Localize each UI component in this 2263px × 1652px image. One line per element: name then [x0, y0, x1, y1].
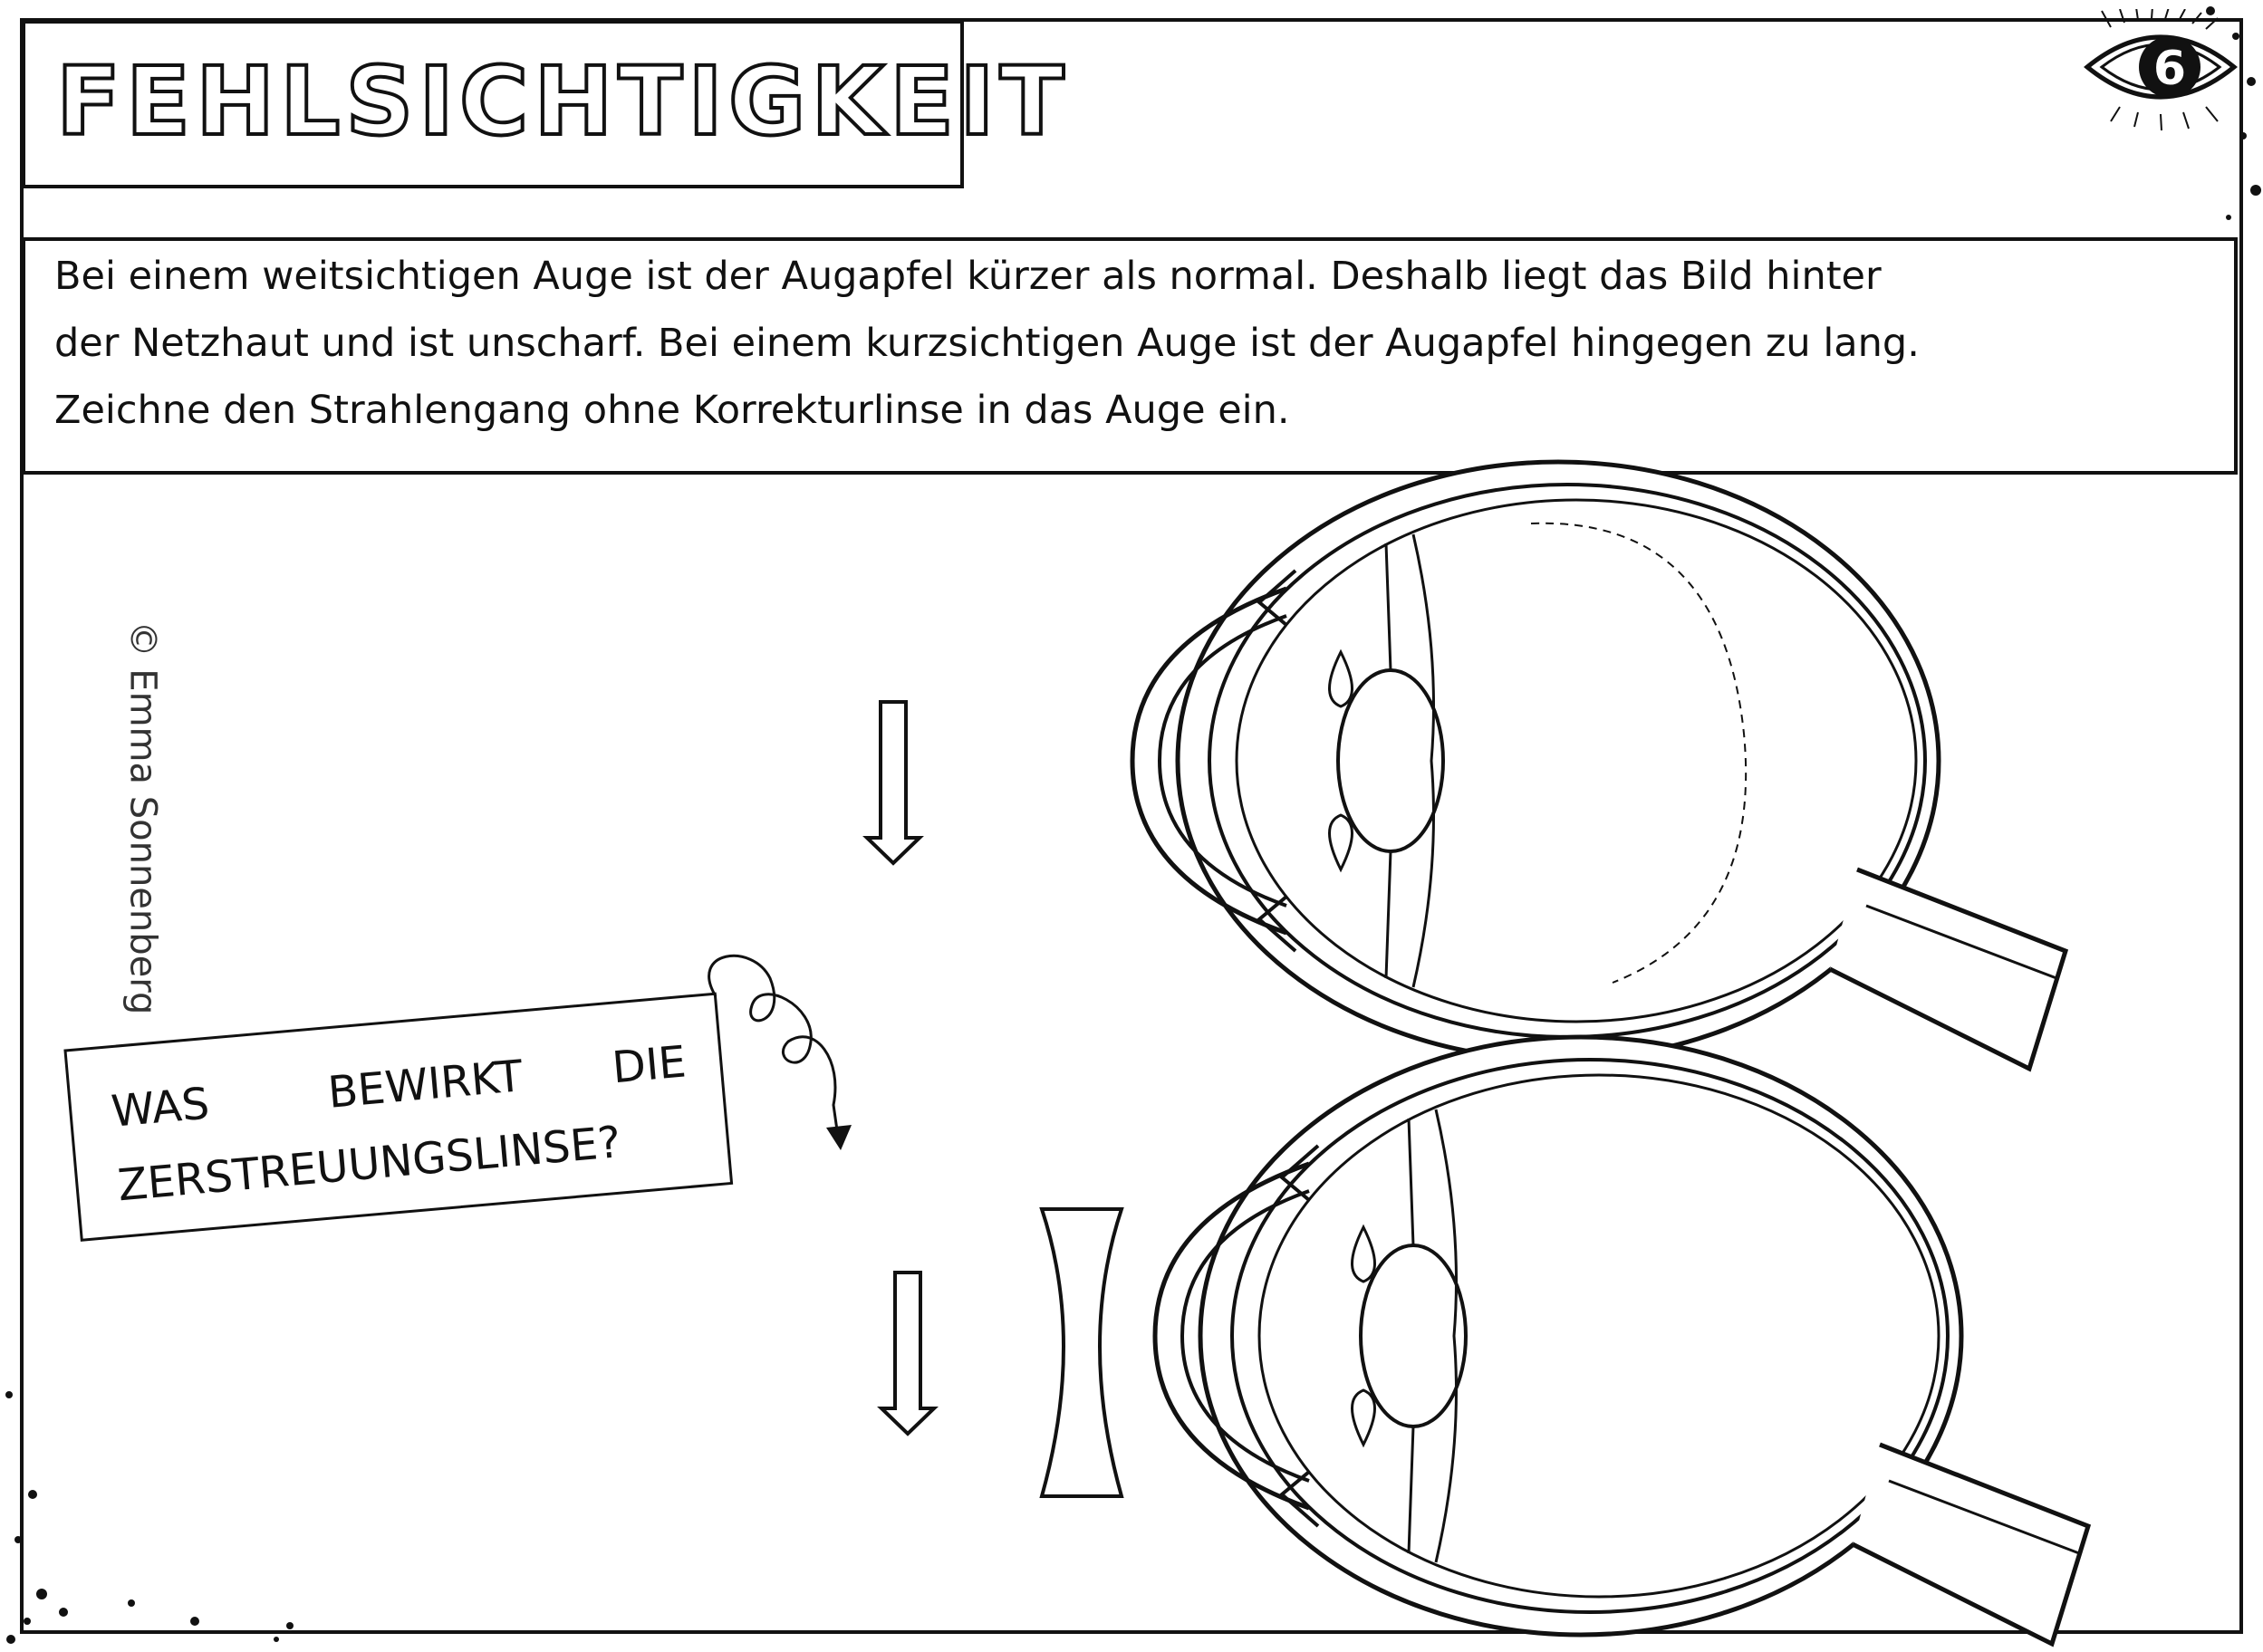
page-title: FEHLSICHTIGKEIT	[54, 46, 1070, 157]
eyeball-lower-icon	[1155, 1037, 2088, 1644]
curly-pointer-arrow-icon	[708, 954, 840, 1138]
eyeball-upper-icon	[1132, 462, 2066, 1069]
concave-lens-icon	[1039, 1207, 1124, 1498]
task-line-1: Bei einem weitsichtigen Auge ist der Aug…	[54, 254, 1882, 299]
eye-badge-icon: 6	[2084, 9, 2238, 131]
task-box: Bei einem weitsichtigen Auge ist der Aug…	[22, 237, 2238, 475]
curly-pointer-head-icon	[826, 1125, 852, 1150]
question-note: WAS BEWIRKT DIE ZERSTREUUNGSLINSE?	[63, 992, 734, 1242]
question-word-1: WAS	[110, 1078, 212, 1137]
page-number: 6	[2153, 42, 2186, 96]
ink-dots	[5, 6, 2261, 1644]
question-word-3: DIE	[611, 1036, 689, 1093]
down-arrow-lower-icon	[877, 1271, 939, 1436]
task-line-3: Zeichne den Strahlengang ohne Korrekturl…	[54, 388, 1290, 433]
task-line-2: der Netzhaut und ist unscharf. Bei einem…	[54, 321, 1920, 366]
title-box: FEHLSICHTIGKEIT	[22, 20, 1066, 188]
down-arrow-upper-icon	[862, 700, 924, 866]
